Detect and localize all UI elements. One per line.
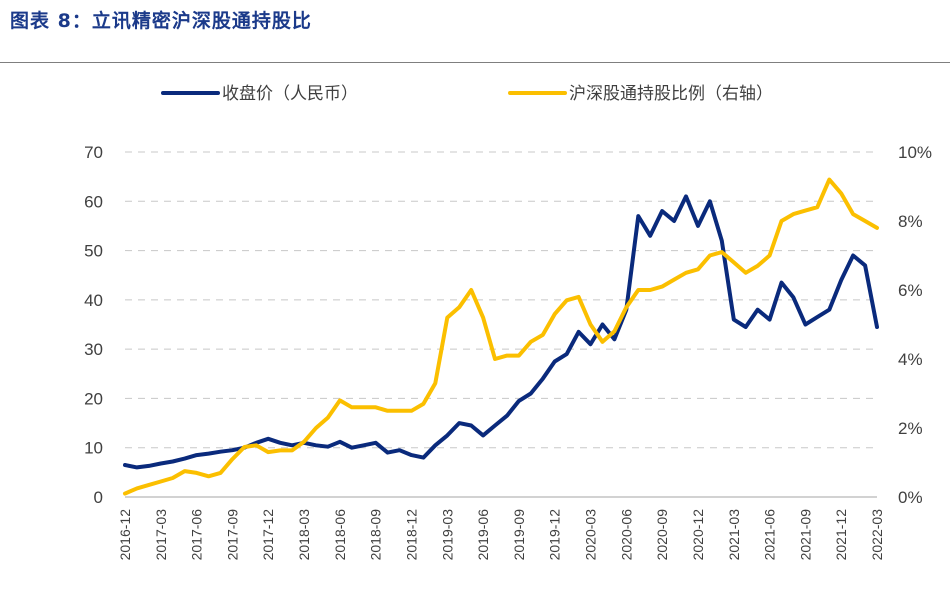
left-tick-label: 20 [84, 389, 103, 408]
x-tick-label: 2019-12 [547, 509, 563, 561]
x-tick-label: 2020-03 [583, 509, 599, 561]
left-tick-label: 60 [84, 192, 103, 211]
gridlines [125, 151, 877, 449]
right-tick-label: 2% [898, 419, 923, 438]
x-tick-label: 2019-09 [511, 509, 527, 561]
x-tick-label: 2017-09 [224, 509, 240, 561]
figure-title: 图表 8：立讯精密沪深股通持股比 [10, 10, 312, 32]
x-tick-label: 2022-03 [869, 509, 885, 561]
legend: 收盘价（人民币） 沪深股通持股比例（右轴） [161, 84, 773, 104]
right-tick-label: 10% [898, 143, 932, 162]
x-tick-label: 2017-12 [260, 509, 276, 561]
left-tick-label: 40 [84, 291, 103, 310]
right-axis-ticks: 0% 2% 4% 6% 8% 10% [898, 143, 932, 507]
right-tick-label: 6% [898, 281, 923, 300]
x-tick-label: 2018-03 [296, 509, 312, 561]
right-tick-label: 8% [898, 212, 923, 231]
x-tick-label: 2018-06 [332, 509, 348, 561]
x-tick-label: 2021-03 [726, 509, 742, 561]
x-axis: 2016-12 2017-03 2017-06 2017-09 2017-12 2018-… [117, 496, 885, 561]
left-tick-label: 10 [84, 439, 103, 458]
legend-label: 沪深股通持股比例（右轴） [569, 84, 773, 104]
x-tick-label: 2017-06 [189, 509, 205, 561]
left-tick-label: 0 [94, 488, 103, 507]
x-tick-label: 2018-09 [368, 509, 384, 561]
x-tick-label: 2021-09 [797, 509, 813, 561]
legend-label: 收盘价（人民币） [222, 84, 358, 104]
title-divider [0, 62, 950, 63]
x-tick-label: 2020-09 [654, 509, 670, 561]
x-tick-label: 2021-06 [762, 509, 778, 561]
left-tick-label: 70 [84, 143, 103, 162]
x-tick-label: 2017-03 [153, 509, 169, 561]
close-price-line [123, 194, 879, 470]
right-tick-label: 0% [898, 488, 923, 507]
series-lines [123, 177, 879, 496]
x-tick-label: 2020-06 [618, 509, 634, 561]
x-tick-label: 2020-12 [690, 509, 706, 561]
x-tick-label: 2021-12 [833, 509, 849, 561]
holding-ratio-line [123, 177, 879, 496]
x-tick-label: 2019-06 [475, 509, 491, 561]
left-axis-ticks: 0 10 20 30 40 50 60 70 [84, 143, 103, 507]
right-tick-label: 4% [898, 350, 923, 369]
left-tick-label: 50 [84, 242, 103, 261]
x-tick-label: 2018-12 [403, 509, 419, 561]
x-tick-label: 2016-12 [117, 509, 133, 561]
x-tick-label: 2019-03 [439, 509, 455, 561]
left-tick-label: 30 [84, 340, 103, 359]
